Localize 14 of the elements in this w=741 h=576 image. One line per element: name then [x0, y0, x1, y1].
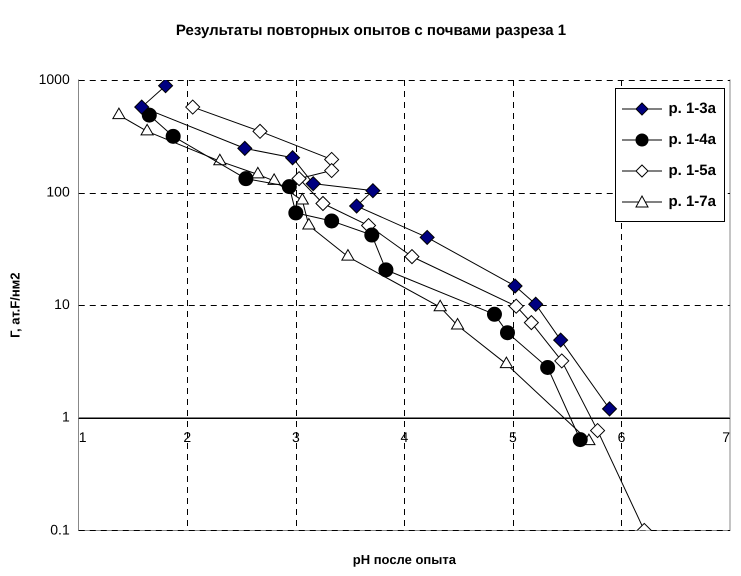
y-tick-label: 0.1 [50, 521, 70, 538]
x-tick-label: 1 [78, 429, 87, 446]
y-tick-label: 100 [46, 183, 70, 200]
x-axis-title: pH после опыта [352, 552, 457, 567]
x-tick-label: 7 [722, 429, 730, 446]
legend-label: р. 1-7а [668, 193, 716, 210]
y-tick-label: 1000 [38, 70, 70, 87]
chart-title: Результаты повторных опытов с почвами разреза 1 [176, 22, 566, 40]
y-axis-title: Г, ат.F/нм2 [7, 272, 22, 338]
legend-label: р. 1-4а [668, 131, 716, 148]
legend-label: р. 1-3а [668, 100, 716, 117]
y-tick-label: 10 [54, 296, 70, 312]
legend-label: р. 1-5а [668, 162, 716, 179]
y-tick-label: 1 [62, 408, 70, 425]
